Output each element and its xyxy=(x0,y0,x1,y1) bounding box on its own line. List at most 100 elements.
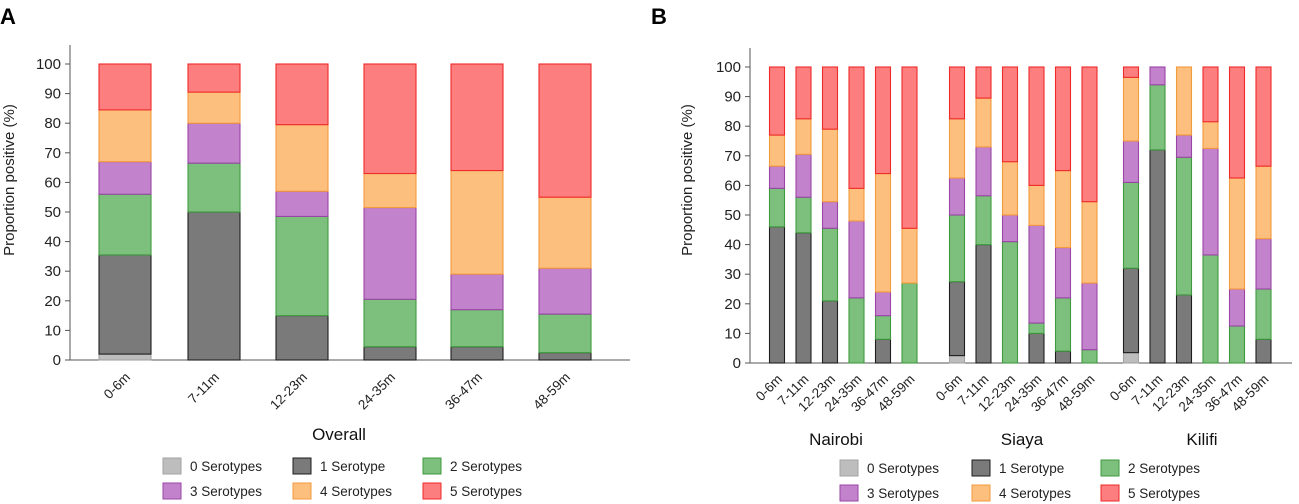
panel-b-kilifi-bar-5-segment-3-serotypes xyxy=(1255,238,1272,290)
panel-b-siaya-bar-1-segment-5-serotypes xyxy=(975,66,992,99)
panel-b-siaya-bar-1-segment-4-serotypes xyxy=(975,97,992,148)
panel-b-siaya-bar-5-segment-5-serotypes xyxy=(1081,66,1098,203)
panel-a-x-tick-label: 48-59m xyxy=(530,370,573,413)
panel-b-kilifi-bar-4-segment-2-serotypes xyxy=(1228,325,1246,364)
panel-b-nairobi-bar-4-segment-5-serotypes xyxy=(874,66,892,175)
panel-b-nairobi-bar-5-segment-2-serotypes xyxy=(901,282,918,364)
panel-a-bar-5-segment-4-serotypes xyxy=(538,196,592,269)
panel-b-kilifi-bar-0-segment-3-serotypes xyxy=(1122,140,1140,183)
panel-b-nairobi-bar-1-segment-4-serotypes xyxy=(795,118,812,155)
panel-a-bar-0-segment-1-serotype xyxy=(98,254,152,355)
panel-b-nairobi-bar-2-segment-2-serotypes xyxy=(821,227,839,302)
panel-a-bar-1-segment-1-serotype xyxy=(187,211,241,361)
panel-b-chart: Proportion positive (%) Nairobi Siaya Ki… xyxy=(679,48,1292,449)
legend-b-swatch-1 xyxy=(971,459,991,477)
legend-b-label-2: 2 Serotypes xyxy=(1128,461,1200,476)
panel-b-kilifi-bar-1-segment-1-serotype xyxy=(1149,149,1166,364)
legend-b-label-1: 1 Serotype xyxy=(999,461,1064,476)
panel-b-siaya-bar-0-segment-3-serotypes xyxy=(948,177,966,216)
panel-a-x-tick-label: 0-6m xyxy=(101,370,133,402)
panel-a-y-tick-label: 60 xyxy=(44,174,61,191)
panel-a-bar-3-segment-5-serotypes xyxy=(363,63,417,175)
panel-b-siaya-bar-3-segment-3-serotypes xyxy=(1028,224,1045,324)
panel-b-kilifi-bar-1-segment-2-serotypes xyxy=(1149,84,1166,151)
legend-a-label-1: 1 Serotype xyxy=(320,459,385,474)
panel-b-kilifi-bar-2-segment-3-serotypes xyxy=(1175,134,1193,158)
legend-b-swatch-2 xyxy=(1100,459,1120,477)
panel-b-nairobi-bar-2-segment-3-serotypes xyxy=(821,201,839,229)
panel-b-siaya-bar-4-segment-5-serotypes xyxy=(1054,66,1072,172)
panel-b-siaya-bar-0-segment-0-serotypes xyxy=(948,355,966,364)
legend-a-label-2: 2 Serotypes xyxy=(450,459,522,474)
panel-a-bar-1-segment-4-serotypes xyxy=(187,91,241,124)
panel-a-bar-4-segment-4-serotypes xyxy=(450,170,504,275)
panel-b-siaya-bar-2-segment-2-serotypes xyxy=(1001,241,1019,364)
panel-a-group-title: Overall xyxy=(312,425,366,444)
panel-b-siaya-bar-0-segment-5-serotypes xyxy=(948,66,966,120)
panel-b-y-tick-label: 10 xyxy=(724,325,741,342)
panel-b-nairobi-bar-3-segment-5-serotypes xyxy=(848,66,865,189)
panel-a-bar-0-segment-2-serotypes xyxy=(98,193,152,256)
panel-b-nairobi-bar-1-segment-3-serotypes xyxy=(795,153,812,198)
legend-a-label-0: 0 Serotypes xyxy=(190,459,262,474)
legend-a-swatch-3 xyxy=(162,482,182,500)
panel-b-kilifi-bar-1-segment-3-serotypes xyxy=(1149,66,1166,86)
legend-b-swatch-4 xyxy=(971,484,991,502)
panel-a-y-tick-label: 30 xyxy=(44,263,61,280)
panel-b-kilifi-bar-0-segment-0-serotypes xyxy=(1122,352,1140,364)
panel-b-y-tick-label: 70 xyxy=(724,148,741,165)
panel-b-nairobi-bar-0-segment-4-serotypes xyxy=(768,134,786,167)
panel-a-bar-1-segment-5-serotypes xyxy=(187,63,241,93)
panel-b-kilifi-bar-4-segment-4-serotypes xyxy=(1228,177,1246,290)
panel-b-nairobi-bar-2-segment-1-serotype xyxy=(821,300,839,364)
panel-b-y-tick-label: 60 xyxy=(724,177,741,194)
panel-b-nairobi-bar-0-segment-2-serotypes xyxy=(768,187,786,228)
panel-b-kilifi-bar-4-segment-3-serotypes xyxy=(1228,288,1246,327)
panel-b-kilifi-bar-3-segment-4-serotypes xyxy=(1202,121,1219,149)
legend-a-swatch-5 xyxy=(422,482,442,500)
panel-b-siaya-bar-5-segment-4-serotypes xyxy=(1081,201,1098,284)
panel-b-y-tick-label: 0 xyxy=(733,355,741,372)
legend-b-label-0: 0 Serotypes xyxy=(867,461,939,476)
panel-a-bar-2-segment-2-serotypes xyxy=(275,215,329,317)
panel-b-kilifi-bar-0-segment-2-serotypes xyxy=(1122,181,1140,269)
panel-a-bar-0-segment-5-serotypes xyxy=(98,63,152,111)
panel-a-y-tick-label: 0 xyxy=(53,352,61,369)
panel-a-bar-3-segment-3-serotypes xyxy=(363,207,417,300)
panel-b-nairobi-bar-3-segment-2-serotypes xyxy=(848,297,865,364)
panel-a-x-tick-label: 36-47m xyxy=(442,370,485,413)
panel-a-bar-5-segment-1-serotype xyxy=(538,352,592,361)
panel-b-kilifi-bar-5-segment-1-serotype xyxy=(1255,338,1272,364)
legend-b-swatch-5 xyxy=(1100,484,1120,502)
panel-b-kilifi-bar-5-segment-4-serotypes xyxy=(1255,165,1272,240)
panel-b-nairobi-bar-4-segment-3-serotypes xyxy=(874,291,892,317)
legend-a-swatch-1 xyxy=(292,457,312,475)
legend-a-swatch-0 xyxy=(162,457,182,475)
panel-a-bar-3-segment-2-serotypes xyxy=(363,298,417,348)
panel-a-y-tick-label: 20 xyxy=(44,293,61,310)
panel-b-kilifi-bar-0-segment-5-serotypes xyxy=(1122,66,1140,78)
panel-b-siaya-bar-3-segment-2-serotypes xyxy=(1028,322,1045,334)
panel-a-x-labels: 0-6m 7-11m 12-23m 24-35m 36-47m 48-59m xyxy=(101,370,573,413)
panel-a-bar-4-segment-2-serotypes xyxy=(450,309,504,348)
panel-b-letter: B xyxy=(651,4,667,29)
panel-b-kilifi-bar-5-segment-2-serotypes xyxy=(1255,288,1272,340)
panel-b-y-tick-label: 80 xyxy=(724,118,741,135)
panel-a-bar-5-segment-3-serotypes xyxy=(538,267,592,315)
panel-a-bar-5-segment-2-serotypes xyxy=(538,313,592,354)
panel-b-y-tick-label: 90 xyxy=(724,89,741,106)
panel-b-siaya-bar-3-segment-1-serotype xyxy=(1028,332,1045,364)
panel-b-nairobi-bar-1-segment-1-serotype xyxy=(795,232,812,364)
panel-b-nairobi-bar-2-segment-5-serotypes xyxy=(821,66,839,130)
panel-a-x-tick-label: 7-11m xyxy=(185,370,222,407)
panel-a-y-tick-label: 70 xyxy=(44,145,61,162)
panel-b-nairobi-bar-5-segment-4-serotypes xyxy=(901,227,918,284)
panel-a-x-tick-label: 12-23m xyxy=(267,370,310,413)
panel-b-nairobi-bar-5-segment-5-serotypes xyxy=(901,66,918,229)
legend-b-label-5: 5 Serotypes xyxy=(1128,486,1200,501)
panel-b-nairobi-bar-1-segment-5-serotypes xyxy=(795,66,812,120)
panel-a-bar-2-segment-5-serotypes xyxy=(275,63,329,126)
panel-a-y-tick-label: 90 xyxy=(44,86,61,103)
panel-b-siaya-bar-5-segment-2-serotypes xyxy=(1081,349,1098,364)
